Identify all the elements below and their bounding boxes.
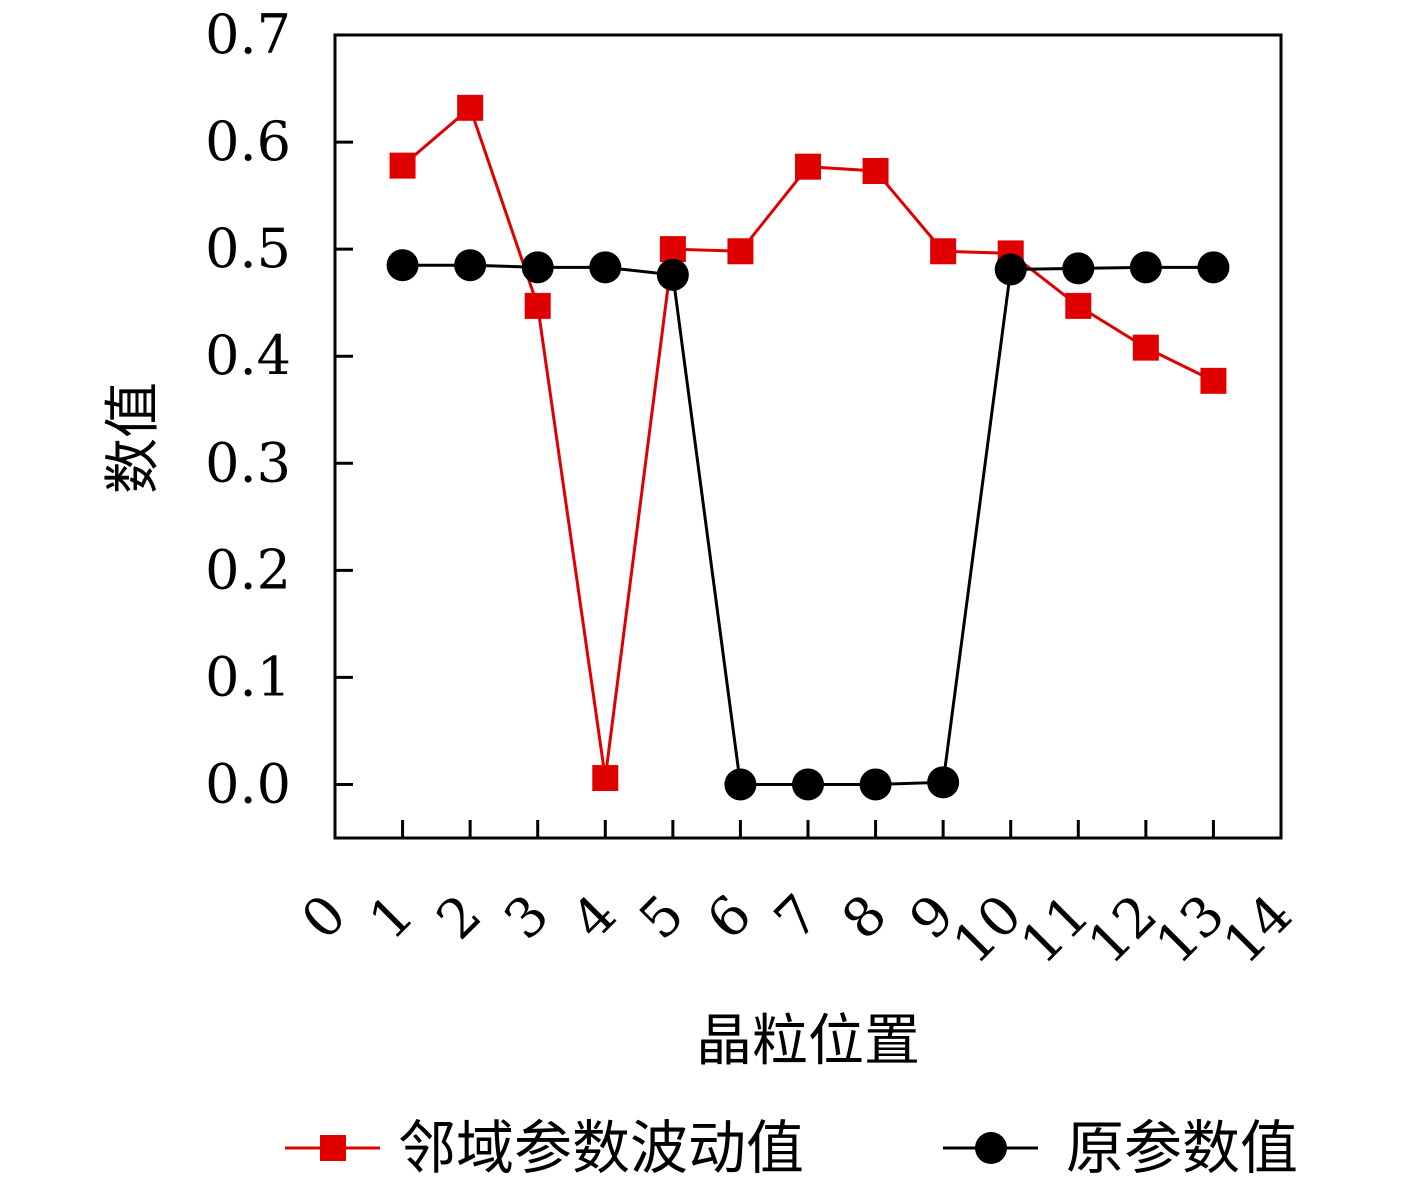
legend: 邻域参数波动值 原参数值 bbox=[285, 1114, 1298, 1182]
data-point-circle bbox=[1062, 252, 1095, 285]
data-point-square bbox=[524, 292, 551, 319]
data-point-square bbox=[930, 238, 957, 265]
data-point-circle bbox=[386, 249, 419, 282]
data-point-square bbox=[659, 236, 686, 263]
legend-marker-circle bbox=[975, 1132, 1007, 1164]
x-tick-label: 1 bbox=[357, 883, 426, 952]
data-point-circle bbox=[927, 766, 960, 799]
y-tick-label: 0.2 bbox=[205, 538, 291, 601]
y-tick-label: 0.7 bbox=[205, 3, 291, 66]
data-point-circle bbox=[724, 768, 757, 801]
x-tick-label: 7 bbox=[762, 883, 831, 952]
series-layer bbox=[386, 94, 1230, 801]
y-tick-label: 0.0 bbox=[205, 752, 291, 815]
data-point-circle bbox=[859, 768, 892, 801]
x-tick-label: 4 bbox=[560, 883, 629, 952]
x-tick-label: 14 bbox=[1211, 883, 1304, 976]
data-point-square bbox=[1200, 367, 1227, 394]
x-tick-label: 8 bbox=[830, 883, 899, 952]
data-point-circle bbox=[994, 253, 1027, 286]
data-point-circle bbox=[454, 249, 487, 282]
x-tick-label: 5 bbox=[627, 883, 696, 952]
x-tick-label: 3 bbox=[492, 883, 561, 952]
data-point-square bbox=[389, 152, 416, 179]
y-tick-label: 0.6 bbox=[205, 110, 291, 173]
data-point-square bbox=[727, 238, 754, 265]
y-tick-label: 0.5 bbox=[205, 217, 291, 280]
data-point-square bbox=[1132, 334, 1159, 361]
x-tick-label: 0 bbox=[289, 883, 358, 952]
data-point-circle bbox=[589, 251, 622, 284]
data-point-square bbox=[592, 765, 619, 792]
data-point-circle bbox=[1197, 251, 1230, 284]
series-original-value bbox=[386, 249, 1230, 801]
y-tick-label: 0.1 bbox=[205, 645, 291, 708]
data-point-square bbox=[457, 94, 484, 121]
data-point-square bbox=[862, 157, 889, 184]
x-tick-label: 2 bbox=[424, 883, 493, 952]
series-line bbox=[401, 105, 1215, 779]
data-point-circle bbox=[656, 258, 689, 291]
legend-label: 邻域参数波动值 bbox=[398, 1114, 804, 1182]
legend-item: 邻域参数波动值 bbox=[285, 1114, 804, 1182]
series-neighborhood-fluctuation bbox=[389, 94, 1227, 792]
y-tick-label: 0.3 bbox=[205, 431, 291, 494]
data-point-circle bbox=[1129, 251, 1162, 284]
data-point-circle bbox=[792, 768, 824, 801]
legend-marker-square bbox=[320, 1135, 346, 1161]
x-tick-label: 6 bbox=[695, 883, 764, 952]
y-axis: 0.0 0.1 0.2 0.3 0.4 0.5 0.6 0.7 bbox=[205, 3, 353, 815]
series-line bbox=[402, 263, 1214, 786]
data-point-square bbox=[1065, 292, 1092, 319]
legend-item: 原参数值 bbox=[943, 1114, 1298, 1182]
legend-label: 原参数值 bbox=[1066, 1114, 1298, 1182]
data-point-circle bbox=[521, 251, 554, 284]
data-point-square bbox=[795, 153, 821, 180]
y-tick-label: 0.4 bbox=[205, 324, 291, 387]
x-axis-title: 晶粒位置 bbox=[696, 1009, 920, 1074]
y-axis-title: 数值 bbox=[101, 382, 166, 494]
